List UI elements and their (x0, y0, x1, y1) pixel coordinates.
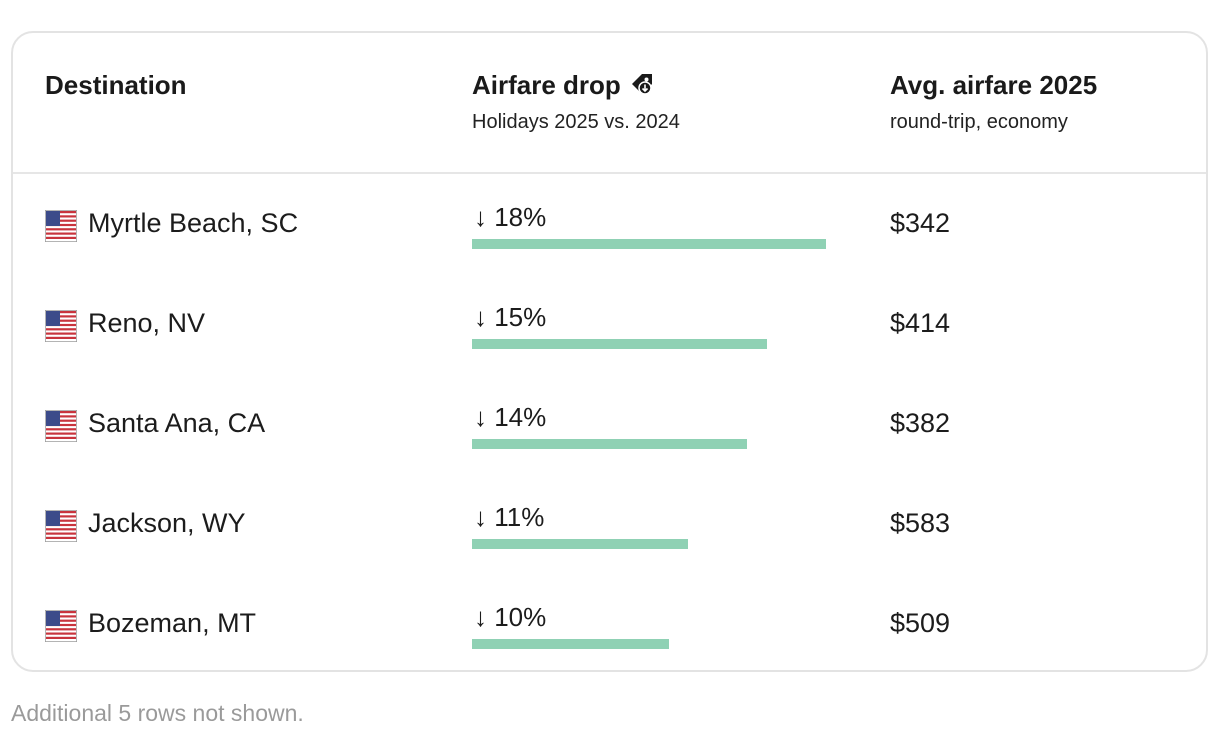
destination-name: Bozeman, MT (88, 608, 257, 638)
table-row: Santa Ana, CA ↓ 14% $382 (13, 374, 1206, 474)
avg-airfare-value: $414 (890, 308, 951, 338)
us-flag-icon (44, 209, 78, 243)
destination-name: Jackson, WY (88, 508, 246, 538)
avg-airfare-value: $342 (890, 208, 951, 238)
price-tag-down-icon (629, 71, 655, 104)
destination-name: Myrtle Beach, SC (88, 208, 299, 238)
table-header: Destination Airfare drop Holidays 2025 v… (13, 33, 1206, 174)
us-flag-icon (44, 609, 78, 643)
destination-header: Destination (45, 70, 187, 100)
avg-airfare-subheader: round-trip, economy (890, 111, 1068, 133)
airfare-drop-bar (472, 339, 767, 349)
airfare-drop-label: ↓ 11% (474, 502, 545, 532)
airfare-drop-label: ↓ 14% (474, 402, 547, 432)
destination-name: Santa Ana, CA (88, 408, 266, 438)
airfare-drop-label: ↓ 10% (474, 602, 547, 632)
us-flag-icon (44, 309, 78, 343)
avg-airfare-header: Avg. airfare 2025 (890, 70, 1098, 100)
avg-airfare-value: $583 (890, 508, 951, 538)
table-row: Jackson, WY ↓ 11% $583 (13, 474, 1206, 574)
footnote: Additional 5 rows not shown. (11, 700, 304, 726)
airfare-drop-bar (472, 439, 747, 449)
airfare-drop-label: ↓ 18% (474, 202, 547, 232)
table-row: Bozeman, MT ↓ 10% $509 (13, 574, 1206, 674)
table-row: Reno, NV ↓ 15% $414 (13, 274, 1206, 374)
airfare-drop-bar (472, 539, 688, 549)
airfare-drop-header: Airfare drop (472, 70, 655, 104)
airfare-table-card: Destination Airfare drop Holidays 2025 v… (11, 31, 1208, 672)
airfare-drop-header-label: Airfare drop (472, 70, 621, 100)
airfare-drop-label: ↓ 15% (474, 302, 547, 332)
airfare-drop-subheader: Holidays 2025 vs. 2024 (472, 111, 680, 133)
avg-airfare-value: $509 (890, 608, 951, 638)
airfare-drop-bar (472, 639, 669, 649)
us-flag-icon (44, 409, 78, 443)
us-flag-icon (44, 509, 78, 543)
table-row: Myrtle Beach, SC ↓ 18% $342 (13, 174, 1206, 274)
destination-name: Reno, NV (88, 308, 206, 338)
airfare-drop-bar (472, 239, 826, 249)
avg-airfare-value: $382 (890, 408, 951, 438)
